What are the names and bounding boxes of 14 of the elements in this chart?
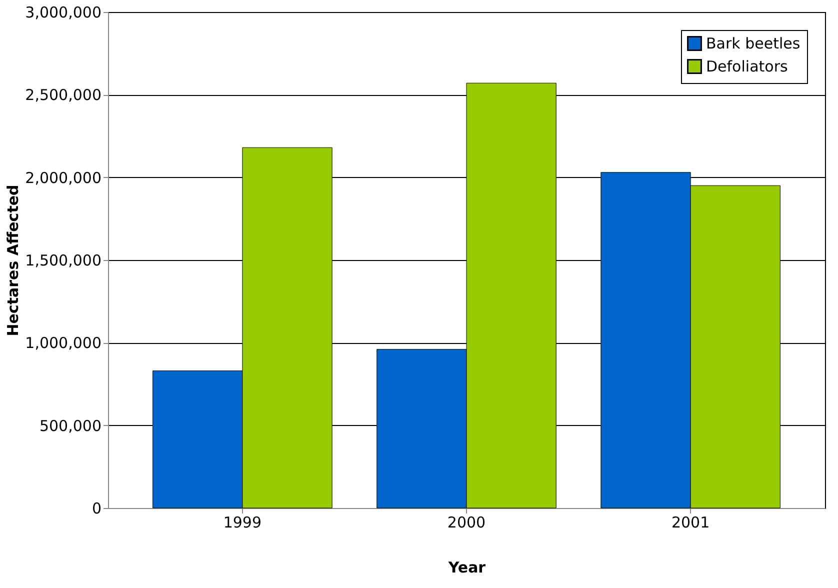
x-tick-label: 2000 [447,514,486,532]
y-tick-label: 1,000,000 [25,334,102,352]
y-axis-title: Hectares Affected [4,184,22,336]
x-axis-title: Year [447,558,486,576]
y-tick-label: 2,500,000 [25,86,102,104]
y-tick-label: 0 [92,500,102,518]
y-tick-label: 500,000 [39,416,102,435]
legend-label: Bark beetles [706,34,800,52]
y-tick-label: 1,500,000 [25,252,102,270]
x-tick-label: 2001 [671,514,710,532]
legend-label: Defoliators [706,58,788,76]
x-tick-label: 1999 [223,514,262,532]
y-tick-label: 3,000,000 [25,4,102,22]
y-tick-label: 2,000,000 [25,168,102,187]
